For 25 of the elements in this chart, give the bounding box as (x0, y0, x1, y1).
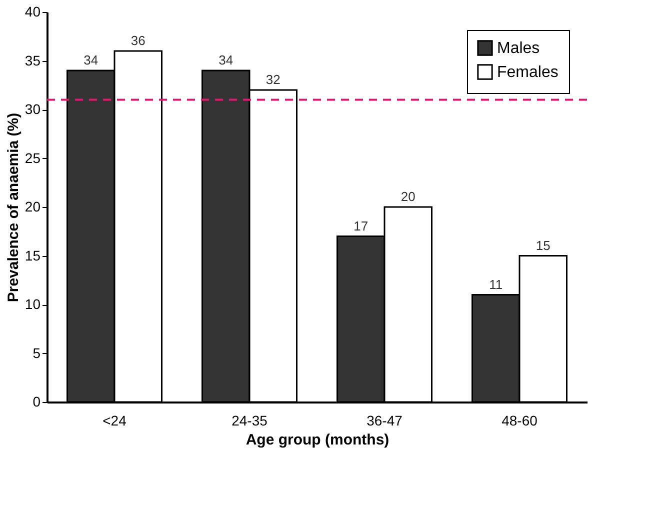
data-label: 32 (266, 72, 280, 87)
y-tick-label: 35 (24, 52, 41, 68)
y-tick-label: 5 (32, 344, 41, 361)
x-tick-label: <24 (102, 412, 127, 428)
y-tick-label: 15 (24, 247, 41, 264)
x-tick-label: 48-60 (502, 412, 538, 428)
y-axis-title: Prevalence of anaemia (%) (4, 112, 22, 302)
legend-label: Males (497, 40, 540, 57)
y-tick-label: 10 (24, 296, 41, 312)
x-tick-label: 24-35 (232, 412, 268, 428)
y-tick-label: 25 (24, 150, 41, 166)
data-label: 17 (354, 218, 368, 234)
data-label: 15 (536, 238, 550, 253)
data-label: 11 (489, 276, 503, 292)
y-tick-label: 20 (24, 198, 41, 214)
y-tick-label: 40 (24, 4, 41, 20)
data-label: 34 (218, 52, 234, 68)
legend-label: Females (497, 64, 558, 81)
data-label: 36 (130, 33, 146, 48)
y-tick-label: 0 (32, 394, 41, 410)
x-axis-title: Age group (months) (246, 432, 390, 448)
y-tick-label: 30 (24, 101, 41, 117)
data-label: 34 (84, 52, 98, 68)
x-tick-label: 36-47 (366, 412, 403, 428)
data-label: 20 (400, 189, 416, 204)
